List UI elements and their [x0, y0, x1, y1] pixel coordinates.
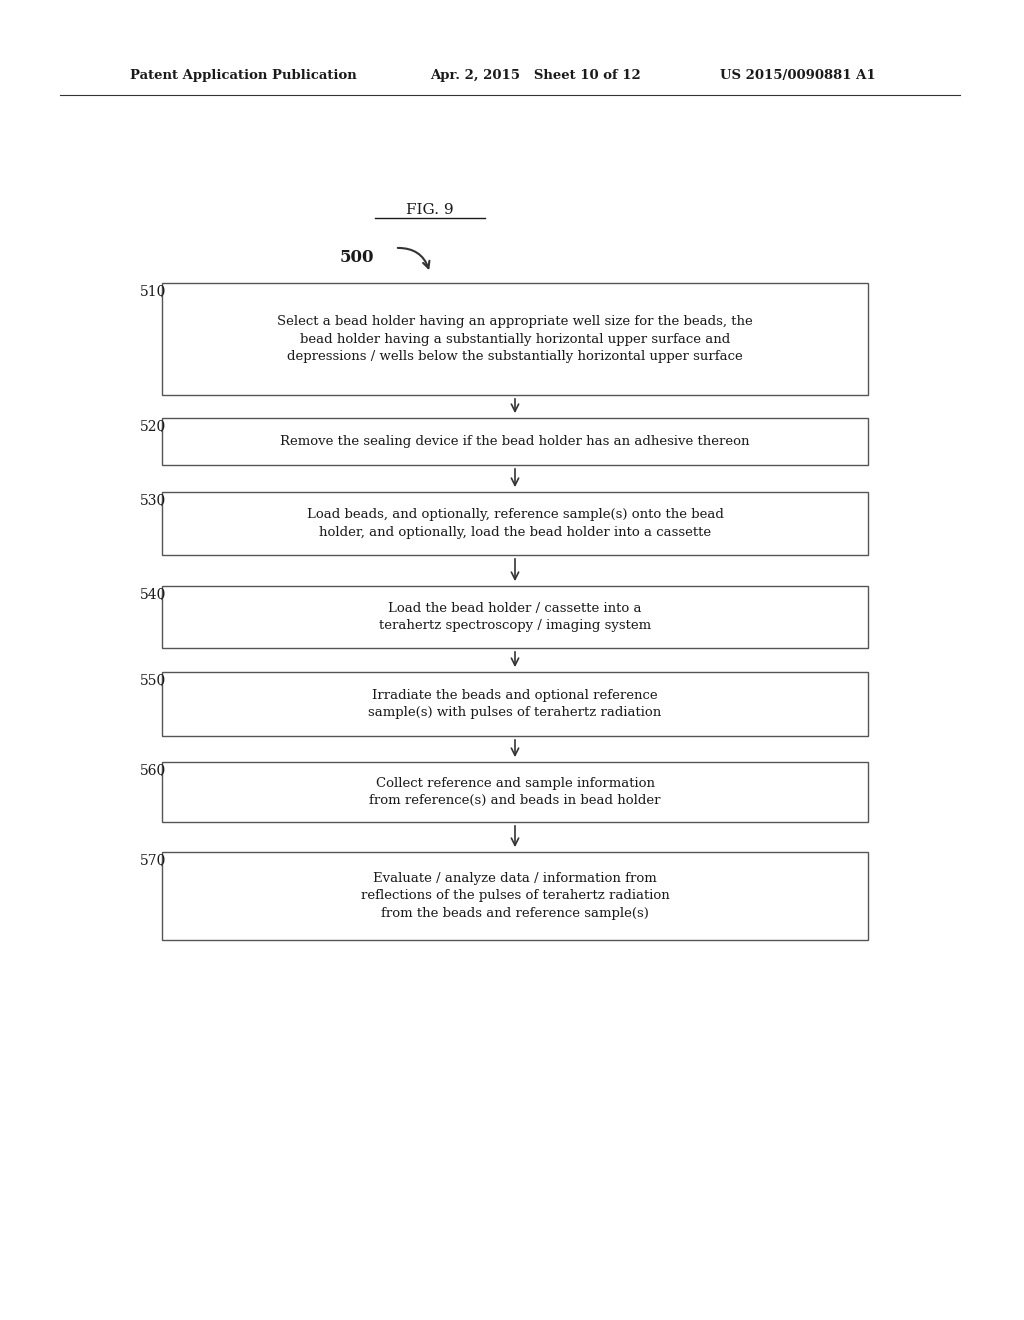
- Text: Load the bead holder / cassette into a
terahertz spectroscopy / imaging system: Load the bead holder / cassette into a t…: [379, 602, 651, 632]
- Text: 570: 570: [140, 854, 166, 869]
- Text: 560: 560: [140, 764, 166, 777]
- Bar: [162, 282, 868, 395]
- FancyArrowPatch shape: [162, 499, 163, 506]
- Text: Irradiate the beads and optional reference
sample(s) with pulses of terahertz ra: Irradiate the beads and optional referen…: [369, 689, 662, 719]
- Text: 530: 530: [140, 494, 166, 508]
- Text: Load beads, and optionally, reference sample(s) onto the bead
holder, and option: Load beads, and optionally, reference sa…: [306, 508, 723, 539]
- Text: Patent Application Publication: Patent Application Publication: [130, 69, 356, 82]
- FancyArrowPatch shape: [511, 399, 518, 412]
- FancyArrowPatch shape: [511, 826, 518, 845]
- FancyArrowPatch shape: [511, 558, 518, 579]
- Text: Apr. 2, 2015   Sheet 10 of 12: Apr. 2, 2015 Sheet 10 of 12: [430, 69, 641, 82]
- Text: US 2015/0090881 A1: US 2015/0090881 A1: [720, 69, 876, 82]
- Bar: [162, 418, 868, 465]
- FancyArrowPatch shape: [511, 469, 518, 486]
- Text: 520: 520: [140, 420, 166, 434]
- Bar: [162, 762, 868, 822]
- FancyArrowPatch shape: [162, 593, 163, 599]
- Bar: [162, 672, 868, 737]
- Text: 550: 550: [140, 675, 166, 688]
- FancyArrowPatch shape: [162, 678, 163, 685]
- FancyArrowPatch shape: [511, 739, 518, 755]
- FancyArrowPatch shape: [162, 425, 163, 432]
- Text: Remove the sealing device if the bead holder has an adhesive thereon: Remove the sealing device if the bead ho…: [281, 436, 750, 447]
- Bar: [162, 586, 868, 648]
- Text: 540: 540: [140, 587, 166, 602]
- Text: 510: 510: [140, 285, 166, 300]
- FancyArrowPatch shape: [162, 289, 163, 297]
- Text: Evaluate / analyze data / information from
reflections of the pulses of terahert: Evaluate / analyze data / information fr…: [360, 873, 670, 920]
- FancyArrowPatch shape: [511, 652, 518, 665]
- Bar: [162, 492, 868, 554]
- Text: Select a bead holder having an appropriate well size for the beads, the
bead hol: Select a bead holder having an appropria…: [278, 315, 753, 363]
- Text: 500: 500: [340, 249, 375, 267]
- Bar: [162, 851, 868, 940]
- FancyArrowPatch shape: [162, 768, 163, 776]
- Text: Collect reference and sample information
from reference(s) and beads in bead hol: Collect reference and sample information…: [370, 776, 660, 808]
- Text: FIG. 9: FIG. 9: [407, 203, 454, 216]
- FancyArrowPatch shape: [162, 859, 163, 866]
- FancyArrowPatch shape: [397, 248, 429, 268]
